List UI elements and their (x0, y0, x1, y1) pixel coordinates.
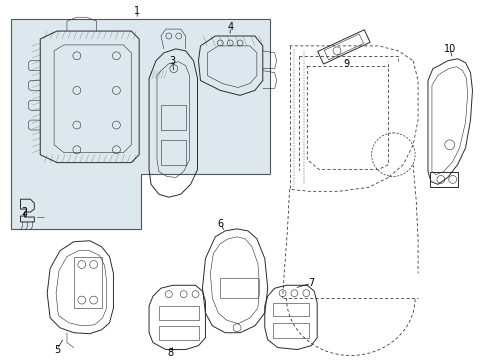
Text: 6: 6 (217, 219, 223, 229)
Text: 2: 2 (21, 207, 27, 217)
Text: 8: 8 (167, 347, 174, 357)
Text: 3: 3 (169, 56, 176, 66)
Text: 10: 10 (443, 44, 455, 54)
Polygon shape (11, 19, 269, 229)
Text: 5: 5 (54, 345, 60, 355)
Text: 4: 4 (226, 22, 233, 32)
Text: 9: 9 (343, 59, 349, 69)
Text: 1: 1 (134, 6, 140, 16)
Text: 7: 7 (307, 278, 314, 288)
